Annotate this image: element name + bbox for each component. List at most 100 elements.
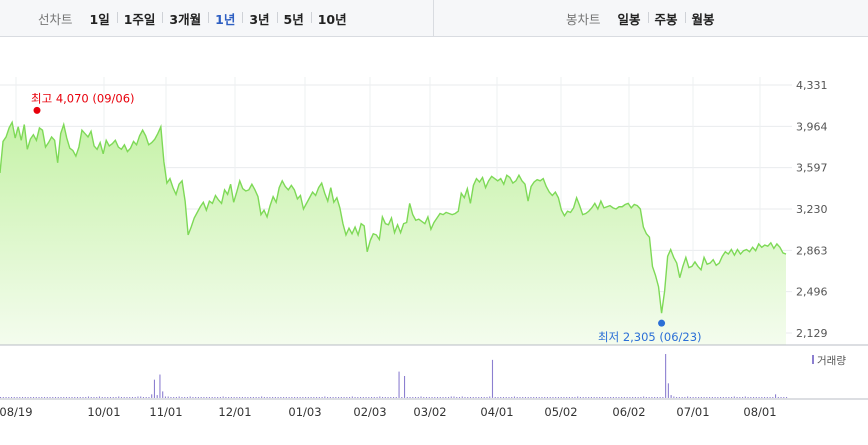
volume-bar <box>527 397 529 398</box>
volume-bar <box>610 397 612 398</box>
volume-bar <box>445 397 447 398</box>
volume-bar <box>786 397 788 398</box>
volume-bar <box>401 397 403 398</box>
volume-bar <box>74 397 76 398</box>
volume-bar <box>10 397 13 398</box>
volume-bar <box>687 396 689 398</box>
volume-bar <box>450 396 452 398</box>
tab-1year[interactable]: 1년 <box>208 9 242 28</box>
volume-bar <box>241 397 243 398</box>
volume-bar <box>93 397 95 398</box>
x-tick-label: 03/02 <box>413 405 446 419</box>
x-tick-label: 08/19 <box>0 405 33 419</box>
volume-bar <box>19 397 21 398</box>
volume-bar <box>728 397 730 398</box>
volume-bar <box>162 391 164 398</box>
volume-bar <box>764 397 766 398</box>
y-tick-label: 3,964 <box>796 120 828 133</box>
volume-bar <box>109 397 112 398</box>
volume-bar <box>142 397 145 398</box>
tab-weekly-candle[interactable]: 주봉 <box>647 9 685 28</box>
volume-bar <box>420 396 422 398</box>
volume-bar <box>596 397 598 398</box>
volume-bar <box>151 394 153 398</box>
volume-bar <box>524 397 527 398</box>
volume-bar <box>123 397 125 398</box>
tab-1day[interactable]: 1일 <box>89 12 110 27</box>
volume-bar <box>2 397 4 398</box>
tab-1week[interactable]: 1주일 <box>116 9 163 28</box>
volume-bar <box>599 397 601 398</box>
volume-bar <box>296 397 298 398</box>
volume-bar <box>637 397 639 398</box>
volume-bar <box>533 397 535 398</box>
volume-bar <box>324 396 326 398</box>
volume-bar <box>266 397 268 398</box>
high-label: 최고 4,070 (09/06) <box>31 91 135 105</box>
volume-bar <box>112 397 114 398</box>
tab-10year[interactable]: 10년 <box>310 9 354 28</box>
volume-bar <box>32 397 35 398</box>
volume-bar <box>85 397 87 398</box>
volume-bar <box>294 397 296 398</box>
volume-bar <box>736 397 738 398</box>
volume-bar <box>621 397 623 398</box>
volume-bar <box>659 397 661 398</box>
volume-bar <box>164 396 166 398</box>
volume-bar <box>340 397 342 398</box>
volume-bar <box>79 397 81 398</box>
tab-daily-candle[interactable]: 일봉 <box>617 12 641 27</box>
volume-bar <box>24 397 26 398</box>
volume-bar <box>670 395 672 398</box>
volume-bar <box>373 397 375 398</box>
volume-bar <box>434 397 436 398</box>
volume-bar <box>453 396 455 398</box>
volume-bar <box>442 397 444 398</box>
volume-bar <box>76 397 79 398</box>
volume-bar <box>733 396 735 398</box>
tab-monthly-candle[interactable]: 월봉 <box>684 9 722 28</box>
volume-bar <box>316 397 318 398</box>
volume-bar <box>382 397 384 398</box>
volume-bar <box>522 397 524 398</box>
volume-bar <box>494 397 496 398</box>
volume-bar <box>772 397 774 398</box>
volume-bar <box>541 397 543 398</box>
volume-bar <box>500 397 502 398</box>
volume-bar <box>431 397 433 398</box>
volume-bar <box>486 397 488 398</box>
volume-bar <box>115 397 117 398</box>
volume-bar <box>27 397 29 398</box>
x-tick-label: 06/02 <box>612 405 645 419</box>
volume-bar <box>351 396 353 398</box>
volume-bar <box>313 397 315 398</box>
volume-bar <box>423 397 425 398</box>
tab-5year[interactable]: 5년 <box>276 9 311 28</box>
volume-bar <box>574 397 576 398</box>
volume-bar <box>393 397 395 398</box>
volume-bar <box>277 397 279 398</box>
volume-bar <box>489 396 491 398</box>
volume-bar <box>65 397 68 398</box>
volume-bar <box>761 397 763 398</box>
volume-bar <box>428 397 430 398</box>
volume-bar <box>222 396 224 398</box>
volume-bar <box>464 397 466 398</box>
volume-bar <box>502 397 505 398</box>
y-tick-label: 2,129 <box>796 327 828 340</box>
volume-bar <box>167 396 169 398</box>
volume-bar <box>217 397 219 398</box>
x-tick-label: 10/01 <box>87 405 120 419</box>
volume-bar <box>310 397 312 398</box>
volume-bar <box>651 397 653 398</box>
stock-price-chart[interactable]: 4,331 3,964 3,597 3,230 2,863 2,496 2,129 08/1… <box>0 37 868 445</box>
tab-3month[interactable]: 3개월 <box>162 9 208 28</box>
volume-bar <box>458 397 461 398</box>
volume-bar <box>417 397 419 398</box>
volume-bar <box>46 397 48 398</box>
volume-bar <box>414 397 417 398</box>
tab-3year[interactable]: 3년 <box>242 9 276 28</box>
volume-bar <box>343 397 345 398</box>
volume-bar <box>68 397 70 398</box>
volume-bar <box>148 397 150 398</box>
